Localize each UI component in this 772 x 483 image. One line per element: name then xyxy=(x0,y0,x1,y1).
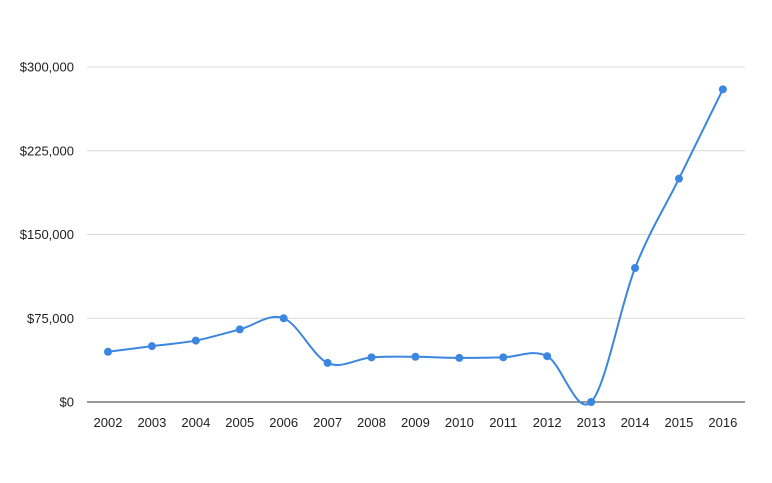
x-tick-label: 2006 xyxy=(269,415,298,430)
y-axis-tick-labels: $0 $75,000 $150,000 $225,000 $300,000 xyxy=(20,60,74,410)
x-tick-label: 2003 xyxy=(137,415,166,430)
data-point-2011 xyxy=(499,353,508,362)
data-point-2007 xyxy=(323,358,332,367)
data-point-2014 xyxy=(631,264,640,272)
data-point-2010 xyxy=(455,353,464,362)
data-point-2006 xyxy=(279,314,288,323)
x-axis-tick-labels: 2002 2003 2004 2005 2006 2007 2008 2009 2010 2011… xyxy=(94,415,738,430)
gridlines xyxy=(87,66,745,403)
data-point-2015 xyxy=(674,174,683,183)
data-points xyxy=(104,85,727,406)
data-point-2005 xyxy=(235,325,244,334)
data-point-2016 xyxy=(718,85,727,94)
x-tick-label: 2015 xyxy=(664,415,693,430)
x-tick-label: 2014 xyxy=(621,415,650,430)
x-tick-label: 2016 xyxy=(708,415,737,430)
data-point-2008 xyxy=(367,353,376,362)
x-tick-label: 2012 xyxy=(533,415,562,430)
y-tick-label: $300,000 xyxy=(20,60,74,75)
y-tick-label: $0 xyxy=(60,395,74,410)
x-tick-label: 2013 xyxy=(577,415,606,430)
data-point-2002 xyxy=(104,347,112,356)
data-point-2004 xyxy=(191,336,200,345)
x-tick-label: 2002 xyxy=(94,415,123,430)
x-tick-label: 2008 xyxy=(357,415,386,430)
data-point-2009 xyxy=(411,352,420,361)
x-tick-label: 2005 xyxy=(225,415,254,430)
data-point-2003 xyxy=(147,342,156,351)
x-tick-label: 2009 xyxy=(401,415,430,430)
y-tick-label: $150,000 xyxy=(20,227,74,242)
x-tick-label: 2007 xyxy=(313,415,342,430)
data-point-2013 xyxy=(587,398,596,406)
x-tick-label: 2004 xyxy=(181,415,210,430)
y-tick-label: $75,000 xyxy=(27,311,74,326)
x-tick-label: 2011 xyxy=(489,415,517,430)
data-point-2012 xyxy=(543,352,552,361)
y-tick-label: $225,000 xyxy=(20,143,74,158)
x-tick-label: 2010 xyxy=(445,415,474,430)
